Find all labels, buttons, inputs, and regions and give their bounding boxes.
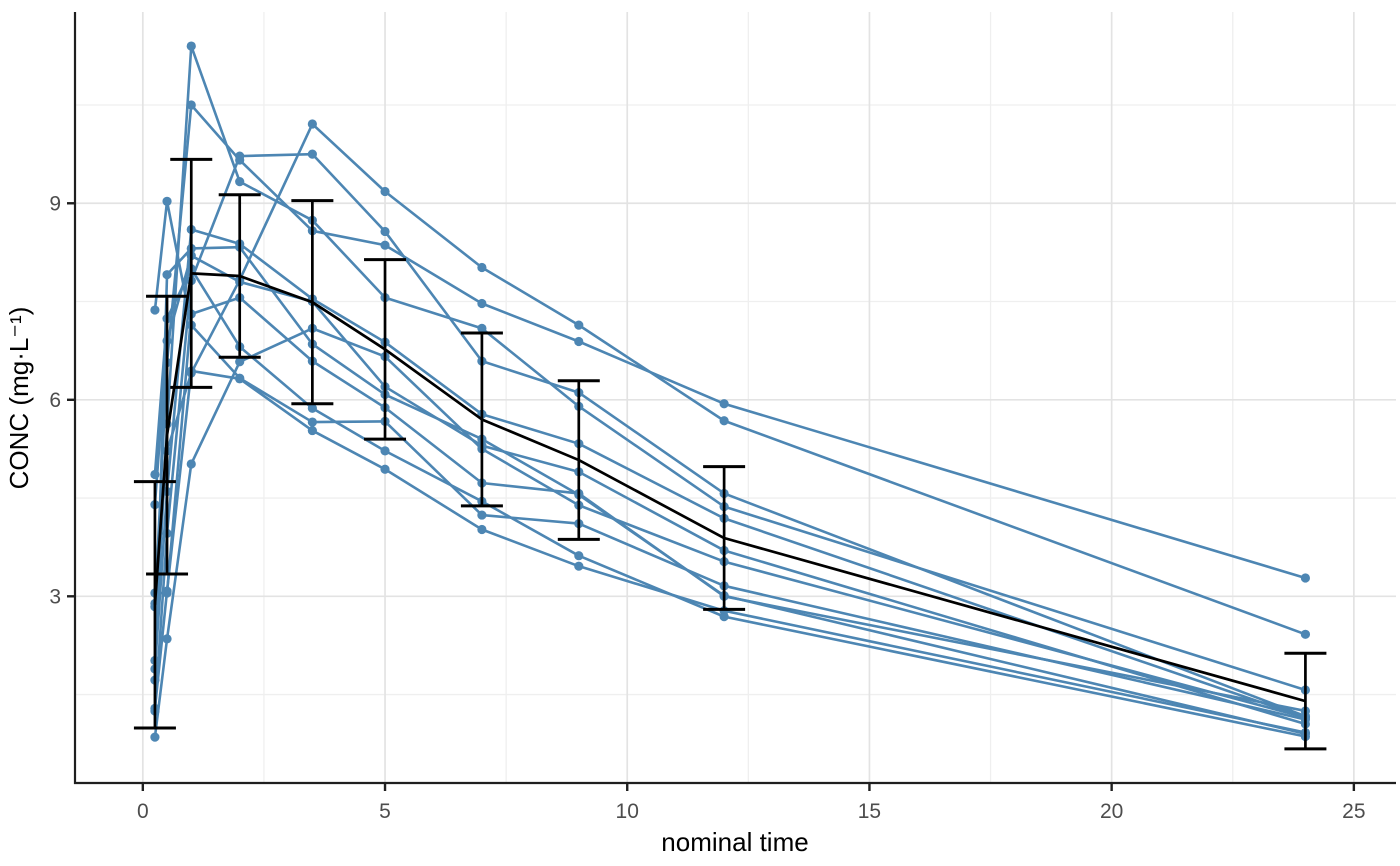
subject-point: [186, 100, 196, 110]
subject-point: [719, 612, 729, 622]
gridline-layer: [75, 12, 1396, 783]
subject-point: [380, 464, 390, 474]
subject-point: [719, 399, 729, 409]
subject-point: [574, 336, 584, 347]
x-axis-title: nominal time: [661, 827, 808, 857]
y-tick-label: 9: [49, 192, 61, 215]
subject-point: [380, 446, 390, 456]
subject-line: [153, 254, 1307, 726]
axis-layer: 0 5 10 15 20 25 3 6 9: [49, 12, 1396, 823]
x-tick-label: 25: [1342, 800, 1365, 823]
y-tick-label: 3: [49, 585, 61, 608]
subject-point: [307, 417, 317, 427]
subject-point: [574, 551, 584, 561]
mean-summary-layer: [133, 157, 1327, 751]
subject-line: [153, 200, 1307, 721]
subject-point: [380, 186, 390, 197]
subject-point: [150, 305, 160, 315]
subject-point: [307, 403, 317, 413]
subject-point: [477, 323, 487, 333]
subject-point: [235, 177, 245, 187]
subject-point: [477, 524, 487, 535]
subject-line: [153, 296, 1307, 713]
mean-line: [153, 272, 1306, 703]
subject-point: [162, 588, 172, 598]
subject-point: [162, 270, 172, 280]
subject-point: [574, 561, 584, 571]
subject-point: [186, 459, 196, 469]
subject-point: [477, 262, 487, 273]
y-axis-title: CONC (mg·L⁻¹): [4, 307, 34, 490]
subject-series-layer: [150, 41, 1311, 742]
subject-point: [307, 119, 317, 129]
subject-line: [153, 369, 1307, 734]
subject-point: [380, 226, 390, 237]
x-tick-label: 20: [1100, 800, 1123, 823]
subject-point: [186, 41, 196, 51]
subject-point: [162, 196, 172, 206]
subject-point: [477, 510, 487, 520]
subject-line: [153, 152, 1307, 718]
subject-line: [153, 228, 1307, 719]
subject-point: [235, 357, 245, 367]
subject-point: [719, 416, 729, 426]
subject-point: [150, 469, 160, 480]
subject-point: [235, 151, 245, 161]
x-tick-label: 10: [616, 800, 639, 823]
subject-point: [380, 240, 390, 250]
subject-point: [162, 634, 172, 644]
x-tick-label: 15: [858, 800, 881, 823]
subject-point: [477, 298, 487, 309]
x-tick-label: 0: [137, 800, 149, 823]
subject-line: [153, 267, 1307, 738]
x-tick-label: 5: [379, 800, 391, 823]
subject-point: [1300, 573, 1311, 583]
subject-point: [307, 425, 317, 436]
subject-point: [235, 373, 245, 383]
y-tick-label: 6: [49, 389, 61, 412]
subject-point: [1300, 629, 1311, 639]
subject-line: [153, 327, 1307, 739]
subject-point: [307, 149, 317, 159]
subject-line: [153, 44, 1307, 692]
subject-point: [150, 732, 160, 742]
subject-point: [574, 320, 584, 330]
